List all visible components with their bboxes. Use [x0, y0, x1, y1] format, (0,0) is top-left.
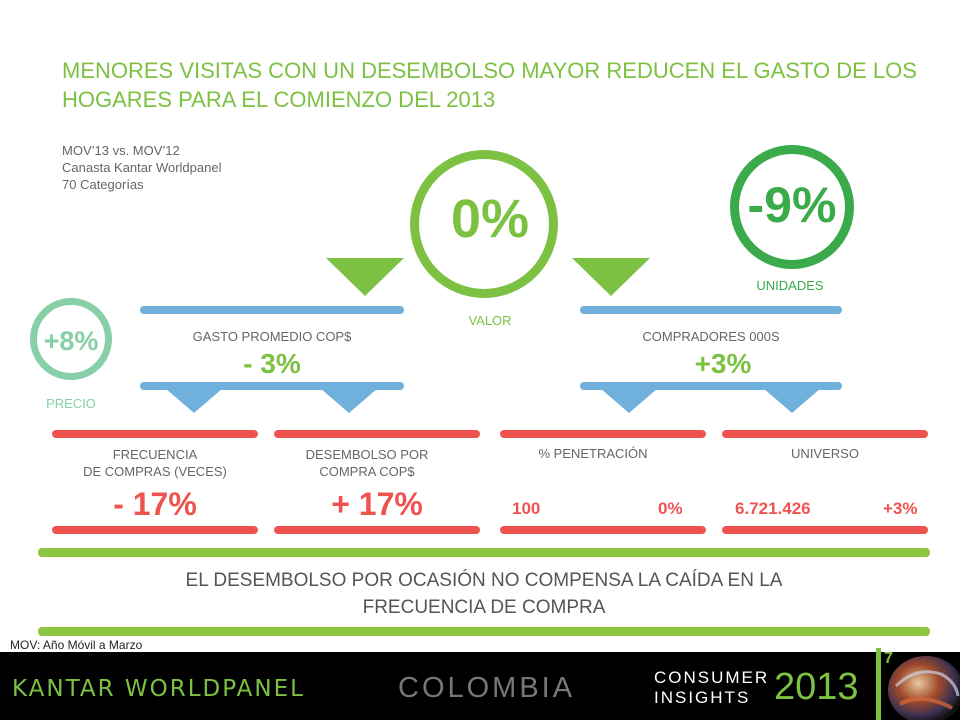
globe-icon: [888, 656, 960, 720]
penetracion-value-right: 0%: [658, 499, 683, 518]
universo-value-left: 6.721.426: [735, 499, 811, 518]
desembolso-bottom-bar: [274, 526, 480, 534]
gasto-top-bar: [140, 306, 404, 314]
penetracion-bottom-bar: [500, 526, 706, 534]
country-label: COLOMBIA: [398, 672, 576, 704]
compradores-bottom-bar: [580, 382, 842, 390]
gasto-bottom-bar: [140, 382, 404, 390]
conclusion-line: FRECUENCIA DE COMPRA: [362, 597, 606, 618]
unidades-value: -9%: [747, 177, 837, 233]
meta-line: 70 Categorías: [62, 177, 144, 192]
ci-line: CONSUMER: [654, 668, 770, 687]
footer-divider: [876, 648, 881, 720]
precio-value: +8%: [43, 326, 99, 356]
frecuencia-label: FRECUENCIA DE COMPRAS (VECES): [52, 446, 258, 480]
precio-label: PRECIO: [46, 396, 96, 411]
page-number: 7: [884, 650, 893, 667]
unidades-ring: [730, 145, 854, 269]
slide-title: MENORES VISITAS CON UN DESEMBOLSO MAYOR …: [62, 58, 917, 112]
valor-value: 0%: [450, 189, 530, 249]
desembolso-label: DESEMBOLSO POR COMPRA COP$: [274, 446, 460, 480]
desembolso-top-bar: [274, 430, 480, 438]
conclusion-line: EL DESEMBOLSO POR OCASIÓN NO COMPENSA LA…: [185, 570, 783, 591]
compradores-value: +3%: [694, 348, 752, 379]
conclusion-bottom-bar: [38, 627, 930, 636]
penetracion-top-bar: [500, 430, 706, 438]
precio-ring: [30, 298, 112, 380]
penetracion-value-left: 100: [512, 499, 541, 518]
ci-line: INSIGHTS: [654, 688, 751, 707]
consumer-insights-label: CONSUMER INSIGHTS: [654, 668, 769, 708]
universo-top-bar: [722, 430, 928, 438]
frecuencia-top-bar: [52, 430, 258, 438]
universo-label: UNIVERSO: [791, 446, 859, 461]
compradores-label: COMPRADORES 000S: [642, 329, 780, 344]
year-label: 2013: [774, 666, 859, 708]
frecuencia-bottom-bar: [52, 526, 258, 534]
desembolso-label-line: DESEMBOLSO POR: [305, 447, 429, 462]
valor-label: VALOR: [468, 313, 512, 328]
blue-down-arrow: [165, 388, 223, 413]
universo-bottom-bar: [722, 526, 928, 534]
gasto-value: - 3%: [243, 348, 301, 379]
gasto-label: GASTO PROMEDIO COP$: [192, 329, 352, 344]
blue-down-arrow: [600, 388, 658, 413]
frecuencia-value: - 17%: [113, 486, 197, 522]
conclusion-top-bar: [38, 548, 930, 557]
blue-down-arrow: [320, 388, 378, 413]
green-down-arrow-right: [572, 258, 650, 296]
frecuencia-label-line: DE COMPRAS (VECES): [83, 464, 227, 479]
compradores-top-bar: [580, 306, 842, 314]
frecuencia-label-line: FRECUENCIA: [112, 447, 198, 462]
conclusion-text: EL DESEMBOLSO POR OCASIÓN NO COMPENSA LA…: [38, 567, 930, 621]
footnote: MOV: Año Móvil a Marzo: [10, 638, 143, 652]
comparison-meta: MOV’13 vs. MOV’12 Canasta Kantar Worldpa…: [62, 142, 221, 193]
meta-line: MOV’13 vs. MOV’12: [62, 143, 180, 158]
kantar-logo: KANTAR WORLDPANEL: [12, 676, 305, 702]
unidades-label: UNIDADES: [756, 278, 824, 293]
valor-ring: [410, 150, 558, 298]
blue-down-arrow: [763, 388, 821, 413]
footer-bar: KANTAR WORLDPANEL COLOMBIA CONSUMER INSI…: [0, 648, 960, 720]
desembolso-label-line: COMPRA COP$: [319, 464, 415, 479]
meta-line: Canasta Kantar Worldpanel: [62, 160, 222, 175]
desembolso-value: + 17%: [331, 486, 423, 522]
penetracion-label: % PENETRACIÓN: [538, 446, 648, 461]
universo-value-right: +3%: [883, 499, 918, 518]
green-down-arrow-left: [326, 258, 404, 296]
